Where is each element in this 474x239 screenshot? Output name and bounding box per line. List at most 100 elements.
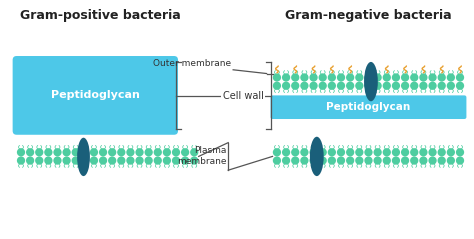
Circle shape bbox=[328, 156, 336, 165]
FancyBboxPatch shape bbox=[271, 95, 466, 119]
Circle shape bbox=[428, 156, 437, 165]
Text: Gram-negative bacteria: Gram-negative bacteria bbox=[285, 9, 451, 22]
Circle shape bbox=[172, 156, 180, 165]
Circle shape bbox=[99, 156, 107, 165]
Circle shape bbox=[374, 73, 382, 81]
Ellipse shape bbox=[364, 62, 378, 101]
Circle shape bbox=[401, 148, 409, 156]
Circle shape bbox=[319, 81, 327, 90]
Circle shape bbox=[126, 156, 135, 165]
Circle shape bbox=[310, 156, 318, 165]
Circle shape bbox=[291, 156, 300, 165]
Circle shape bbox=[273, 81, 281, 90]
Circle shape bbox=[401, 73, 409, 81]
Circle shape bbox=[172, 148, 180, 156]
Circle shape bbox=[447, 156, 455, 165]
Circle shape bbox=[374, 81, 382, 90]
Circle shape bbox=[383, 81, 391, 90]
Circle shape bbox=[337, 156, 345, 165]
Circle shape bbox=[355, 81, 364, 90]
Circle shape bbox=[365, 148, 373, 156]
Circle shape bbox=[410, 81, 419, 90]
Circle shape bbox=[291, 148, 300, 156]
Circle shape bbox=[26, 148, 34, 156]
Circle shape bbox=[319, 156, 327, 165]
Circle shape bbox=[63, 156, 71, 165]
Circle shape bbox=[181, 156, 189, 165]
Circle shape bbox=[355, 73, 364, 81]
FancyBboxPatch shape bbox=[13, 56, 178, 135]
Circle shape bbox=[145, 156, 153, 165]
Circle shape bbox=[126, 148, 135, 156]
Circle shape bbox=[447, 148, 455, 156]
Circle shape bbox=[300, 156, 309, 165]
Circle shape bbox=[81, 156, 89, 165]
Circle shape bbox=[117, 148, 126, 156]
Circle shape bbox=[365, 73, 373, 81]
Circle shape bbox=[346, 73, 354, 81]
Circle shape bbox=[108, 148, 116, 156]
Circle shape bbox=[72, 148, 80, 156]
Circle shape bbox=[319, 73, 327, 81]
Ellipse shape bbox=[77, 138, 90, 176]
Text: Outer membrane: Outer membrane bbox=[153, 59, 231, 68]
Circle shape bbox=[328, 81, 336, 90]
Circle shape bbox=[456, 156, 464, 165]
Circle shape bbox=[438, 156, 446, 165]
Circle shape bbox=[108, 156, 116, 165]
Circle shape bbox=[374, 156, 382, 165]
Circle shape bbox=[63, 148, 71, 156]
Circle shape bbox=[35, 156, 44, 165]
Circle shape bbox=[346, 148, 354, 156]
Text: Gram-positive bacteria: Gram-positive bacteria bbox=[20, 9, 181, 22]
Circle shape bbox=[428, 81, 437, 90]
Circle shape bbox=[181, 148, 189, 156]
Circle shape bbox=[282, 81, 290, 90]
Circle shape bbox=[447, 81, 455, 90]
Circle shape bbox=[456, 81, 464, 90]
Circle shape bbox=[291, 73, 300, 81]
Circle shape bbox=[392, 73, 400, 81]
Circle shape bbox=[410, 73, 419, 81]
Circle shape bbox=[154, 148, 162, 156]
Circle shape bbox=[72, 156, 80, 165]
Circle shape bbox=[54, 156, 62, 165]
Circle shape bbox=[44, 156, 53, 165]
Circle shape bbox=[90, 148, 98, 156]
Circle shape bbox=[35, 148, 44, 156]
Circle shape bbox=[310, 81, 318, 90]
Text: Cell wall: Cell wall bbox=[222, 91, 264, 101]
Circle shape bbox=[410, 156, 419, 165]
Circle shape bbox=[456, 148, 464, 156]
Circle shape bbox=[438, 148, 446, 156]
Circle shape bbox=[300, 73, 309, 81]
Circle shape bbox=[282, 73, 290, 81]
Circle shape bbox=[282, 156, 290, 165]
Circle shape bbox=[328, 148, 336, 156]
Circle shape bbox=[438, 73, 446, 81]
Circle shape bbox=[428, 73, 437, 81]
Circle shape bbox=[410, 148, 419, 156]
Circle shape bbox=[401, 81, 409, 90]
Circle shape bbox=[383, 156, 391, 165]
Text: Peptidoglycan: Peptidoglycan bbox=[327, 102, 410, 112]
Circle shape bbox=[54, 148, 62, 156]
Circle shape bbox=[337, 148, 345, 156]
Text: Peptidoglycan: Peptidoglycan bbox=[51, 90, 140, 100]
Circle shape bbox=[300, 148, 309, 156]
Circle shape bbox=[456, 73, 464, 81]
Circle shape bbox=[365, 81, 373, 90]
Circle shape bbox=[447, 73, 455, 81]
Circle shape bbox=[117, 156, 126, 165]
Circle shape bbox=[392, 81, 400, 90]
Circle shape bbox=[163, 156, 171, 165]
Circle shape bbox=[355, 148, 364, 156]
Circle shape bbox=[17, 148, 25, 156]
Circle shape bbox=[44, 148, 53, 156]
Circle shape bbox=[392, 156, 400, 165]
Circle shape bbox=[282, 148, 290, 156]
Circle shape bbox=[136, 156, 144, 165]
Circle shape bbox=[190, 148, 199, 156]
Circle shape bbox=[26, 156, 34, 165]
Circle shape bbox=[419, 81, 428, 90]
